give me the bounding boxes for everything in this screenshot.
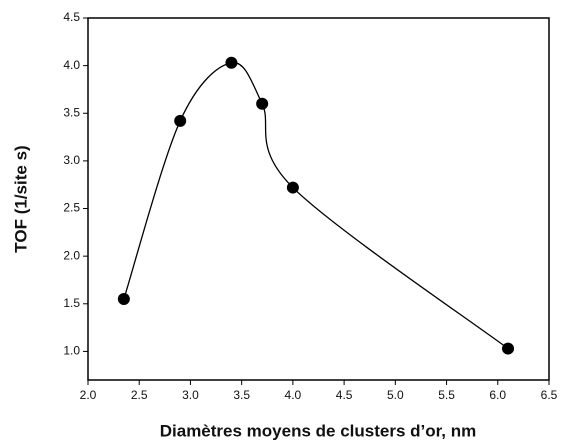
x-tick-label: 6.0 [489, 388, 506, 402]
y-tick-label: 2.0 [63, 248, 80, 262]
x-tick-label: 4.5 [336, 388, 353, 402]
y-tick-label: 4.5 [63, 10, 80, 24]
data-point [256, 97, 269, 110]
x-tick-label: 5.5 [438, 388, 455, 402]
data-point [502, 342, 515, 355]
y-tick-label: 1.0 [63, 344, 80, 358]
data-point [225, 56, 238, 69]
y-tick-label: 3.0 [63, 153, 80, 167]
x-tick-label: 6.5 [541, 388, 558, 402]
y-axis-title: TOF (1/site s) [11, 145, 30, 252]
x-tick-label: 4.0 [285, 388, 302, 402]
data-point [117, 293, 130, 306]
y-tick-label: 3.5 [63, 105, 80, 119]
x-tick-label: 3.5 [233, 388, 250, 402]
x-tick-label: 5.0 [387, 388, 404, 402]
plot-frame [87, 17, 550, 381]
x-tick-label: 3.0 [182, 388, 199, 402]
data-point [286, 181, 299, 194]
y-tick-label: 1.5 [63, 296, 80, 310]
x-tick-label: 2.5 [131, 388, 148, 402]
y-tick-label: 4.0 [63, 58, 80, 72]
fit-curve [123, 62, 509, 350]
y-tick-label: 2.5 [63, 201, 80, 215]
data-point [174, 114, 187, 127]
x-tick-label: 2.0 [80, 388, 97, 402]
x-axis-title: Diamètres moyens de clusters d’or, nm [160, 421, 477, 440]
